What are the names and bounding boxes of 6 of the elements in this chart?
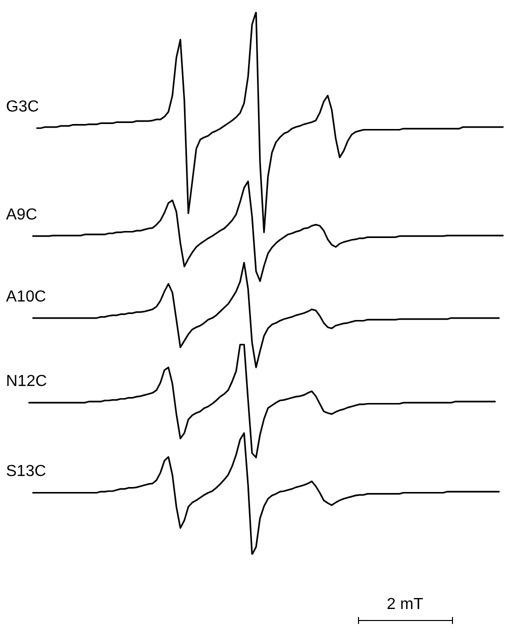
series-label: N12C [6, 373, 47, 390]
series-label: A9C [6, 206, 38, 224]
series-label: A10C [6, 288, 46, 306]
series-label: G3C [6, 98, 39, 116]
series-label: S13C [6, 463, 46, 480]
text: 2 mT [386, 596, 424, 614]
